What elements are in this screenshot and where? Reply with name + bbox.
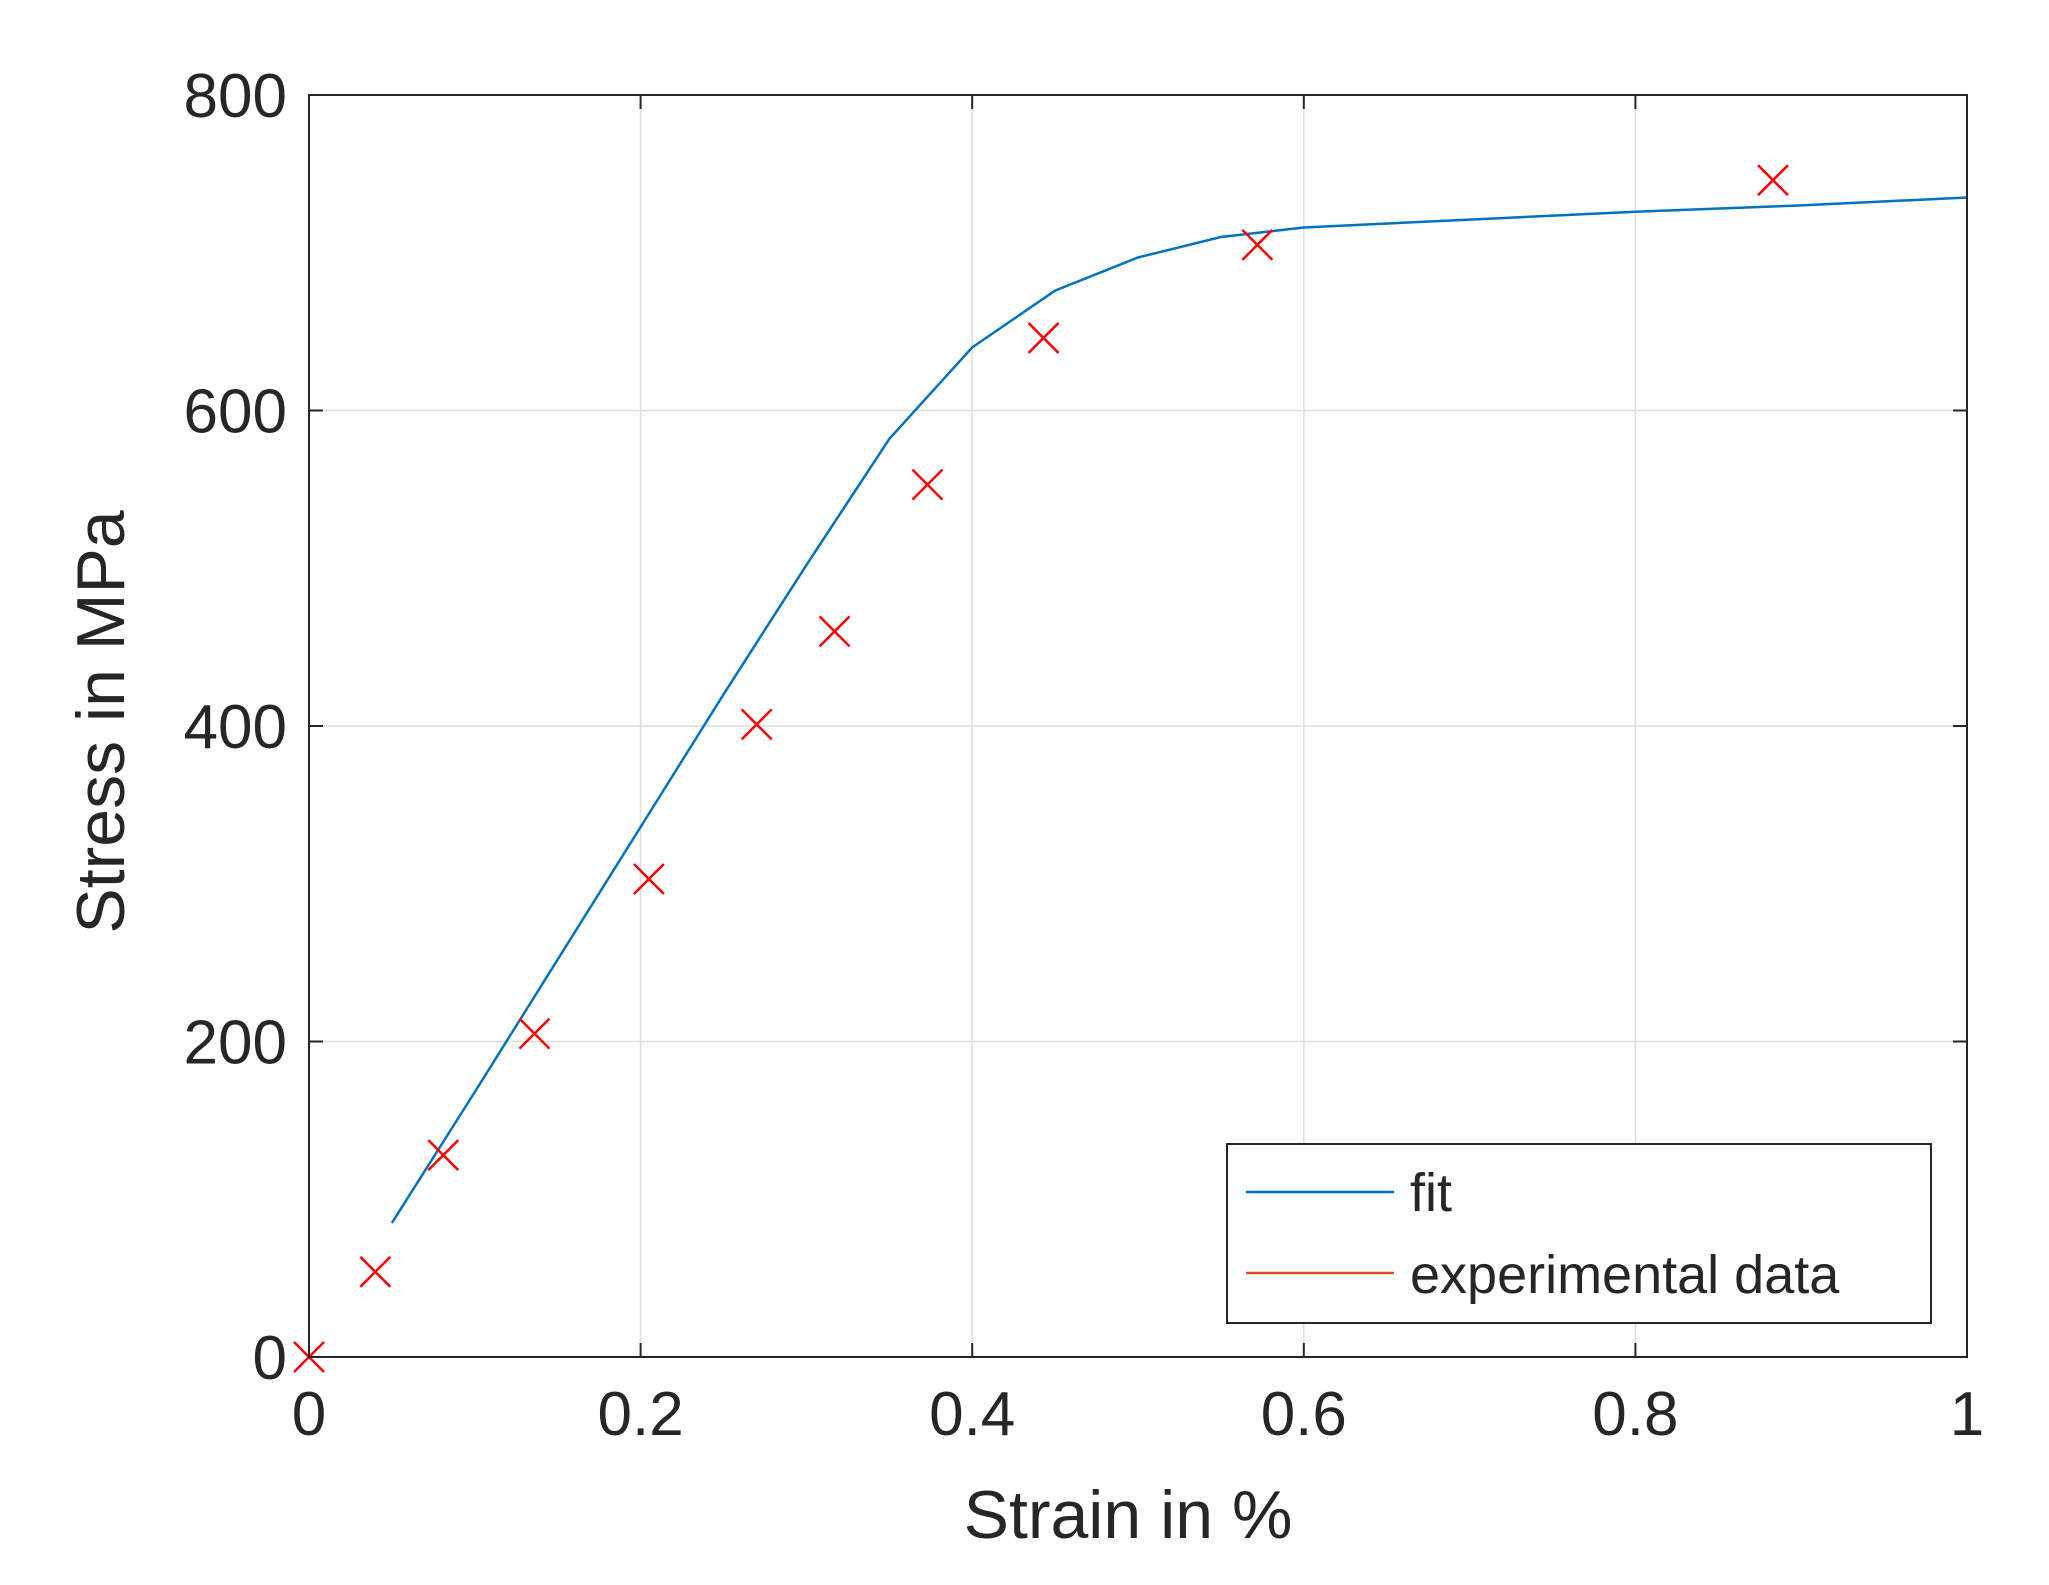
x-tick-label: 1 xyxy=(1950,1380,1984,1449)
experimental-data-point xyxy=(740,708,773,741)
y-tick-label: 0 xyxy=(253,1324,287,1393)
legend: fit experimental data xyxy=(1226,1143,1932,1324)
experimental-data-point xyxy=(633,863,665,895)
experimental-data-point xyxy=(1757,164,1789,197)
experimental-data-point xyxy=(911,468,944,501)
legend-experimental-label: experimental data xyxy=(1410,1245,1840,1305)
experimental-data-point xyxy=(427,1139,460,1171)
y-tick-label: 400 xyxy=(184,693,287,762)
x-tick-label: 0.4 xyxy=(929,1380,1015,1449)
experimental-data-point xyxy=(1027,322,1060,354)
y-tick-label: 200 xyxy=(184,1009,287,1078)
legend-fit-label: fit xyxy=(1410,1163,1452,1223)
fit-series-line xyxy=(390,196,1968,1224)
y-tick-label: 800 xyxy=(184,62,287,131)
experimental-data-point xyxy=(818,615,851,648)
x-tick-label: 0 xyxy=(292,1380,326,1449)
y-axis-label: Stress in MPa xyxy=(63,510,139,933)
experimental-data-point xyxy=(1241,228,1274,261)
axes: 0 0.2 0.4 0.6 0.8 1 0 200 400 600 800 xyxy=(184,62,1985,1449)
legend-box xyxy=(1226,1143,1932,1324)
x-tick-label: 0.2 xyxy=(597,1380,683,1449)
y-tick-label: 600 xyxy=(184,378,287,447)
experimental-data-point xyxy=(518,1017,551,1050)
grid-lines xyxy=(309,95,1967,1357)
x-tick-label: 0.8 xyxy=(1592,1380,1678,1449)
plot-area xyxy=(293,164,1968,1373)
x-axis-label: Strain in % xyxy=(964,1477,1293,1553)
x-tick-label: 0.6 xyxy=(1261,1380,1347,1449)
experimental-data-point xyxy=(359,1255,392,1288)
